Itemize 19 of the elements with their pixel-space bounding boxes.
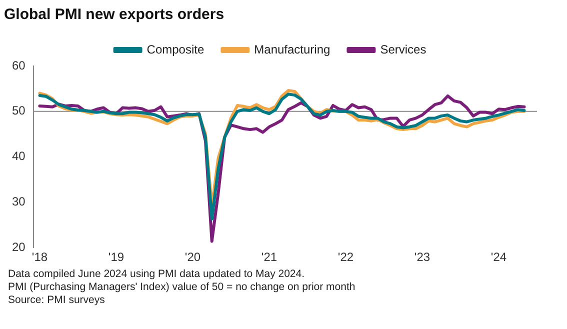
- y-tick-label: 30: [12, 194, 26, 209]
- y-tick-label: 40: [12, 149, 26, 164]
- y-tick-label: 50: [12, 104, 26, 118]
- x-tick-label: '24: [490, 250, 507, 264]
- source-note: Source: PMI surveys: [8, 294, 106, 307]
- legend-label: Services: [380, 42, 426, 56]
- text: PMI (Purchasing Managers' Index) value of 50 = no change on prior month: [8, 281, 356, 294]
- x-tick-label: '23: [414, 250, 430, 264]
- x-tick-label: '20: [184, 250, 201, 264]
- legend-label: Manufacturing: [254, 42, 330, 56]
- x-tick-label: '19: [108, 250, 124, 264]
- chart-title: Global PMI new exports orders: [4, 6, 224, 24]
- y-tick-label: 60: [12, 58, 26, 72]
- x-tick-label: '18: [32, 250, 48, 264]
- x-tick-label: '22: [338, 250, 354, 264]
- legend-label: Composite: [146, 42, 204, 56]
- text: Data compiled June 2024 using PMI data updated to May 2024.: [8, 268, 306, 281]
- x-tick-label: '21: [261, 250, 278, 264]
- y-tick-label: 20: [12, 240, 26, 254]
